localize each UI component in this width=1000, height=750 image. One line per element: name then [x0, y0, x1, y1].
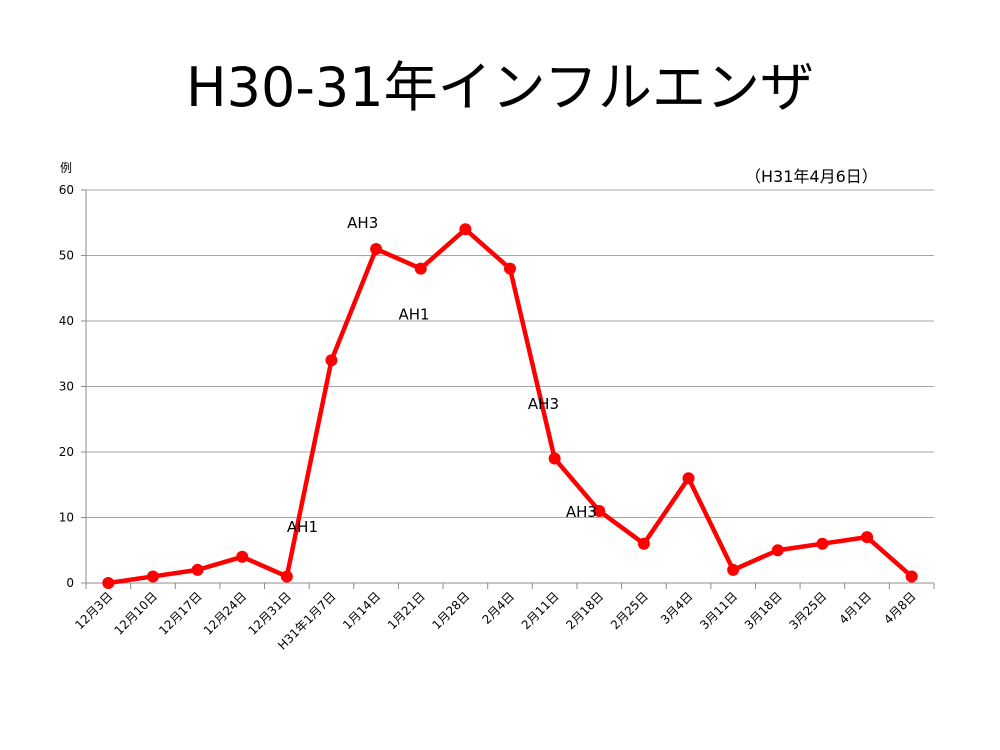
gridlines — [86, 189, 934, 518]
data-point — [593, 504, 606, 517]
data-point — [459, 223, 472, 236]
data-point — [280, 570, 293, 583]
data-point — [102, 577, 115, 589]
annotation-label: AH3 — [566, 503, 597, 521]
data-point — [414, 262, 427, 275]
date-note: （H31年4月6日） — [745, 167, 878, 186]
annotation-label: AH1 — [287, 518, 318, 536]
x-tick-label: 12月24日 — [201, 589, 249, 637]
y-tick-label: 10 — [59, 511, 74, 525]
y-tick-label: 30 — [59, 380, 74, 394]
data-point — [861, 531, 874, 544]
data-point — [816, 537, 829, 550]
x-tick-label: 1月28日 — [429, 589, 472, 632]
data-point — [146, 570, 159, 583]
x-tick-label: 2月25日 — [608, 589, 651, 632]
x-tick-label: 12月17日 — [156, 589, 204, 637]
axes — [81, 189, 935, 589]
series-group — [102, 223, 918, 589]
data-point — [191, 563, 204, 576]
y-tick-label: 40 — [59, 314, 74, 328]
y-tick-label: 60 — [59, 183, 74, 197]
annotation-label: AH3 — [347, 214, 378, 232]
data-point — [236, 550, 249, 563]
x-tick-label: 3月18日 — [742, 589, 785, 632]
y-axis-label: 例 — [60, 161, 72, 175]
x-tick-label: 3月4日 — [658, 589, 696, 627]
data-point — [727, 563, 740, 576]
x-tick-label: 1月21日 — [385, 589, 428, 632]
y-tick-labels: 0 10 20 30 40 50 60 — [59, 183, 74, 590]
data-point — [504, 262, 516, 275]
data-point — [325, 354, 338, 367]
x-tick-label: 4月1日 — [836, 589, 874, 627]
x-tick-label: 1月14日 — [340, 589, 383, 632]
x-tick-label: 2月4日 — [479, 589, 517, 627]
data-point — [905, 570, 918, 583]
data-point — [771, 544, 784, 557]
x-tick-label: 12月3日 — [72, 589, 115, 632]
x-tick-label: 2月11日 — [519, 589, 562, 632]
chart-title: H30-31年インフルエンザ — [186, 56, 814, 119]
x-tick-label: 2月18日 — [563, 589, 606, 632]
y-tick-label: 0 — [66, 576, 74, 590]
data-point — [682, 472, 695, 485]
data-point — [548, 452, 561, 465]
x-tick-label: 3月25日 — [786, 589, 829, 632]
annotations: AH1 AH3 AH1 AH3 AH3 — [287, 214, 597, 536]
data-point — [637, 537, 650, 550]
x-tick-label: 4月8日 — [881, 589, 919, 627]
x-tick-label: 12月10日 — [112, 589, 160, 637]
x-tick-label: 3月11日 — [697, 589, 740, 632]
y-tick-label: 20 — [59, 445, 74, 459]
series-line — [106, 227, 914, 586]
annotation-label: AH1 — [398, 306, 429, 324]
annotation-label: AH3 — [528, 395, 559, 413]
data-point — [370, 242, 383, 255]
y-tick-label: 50 — [59, 249, 74, 263]
